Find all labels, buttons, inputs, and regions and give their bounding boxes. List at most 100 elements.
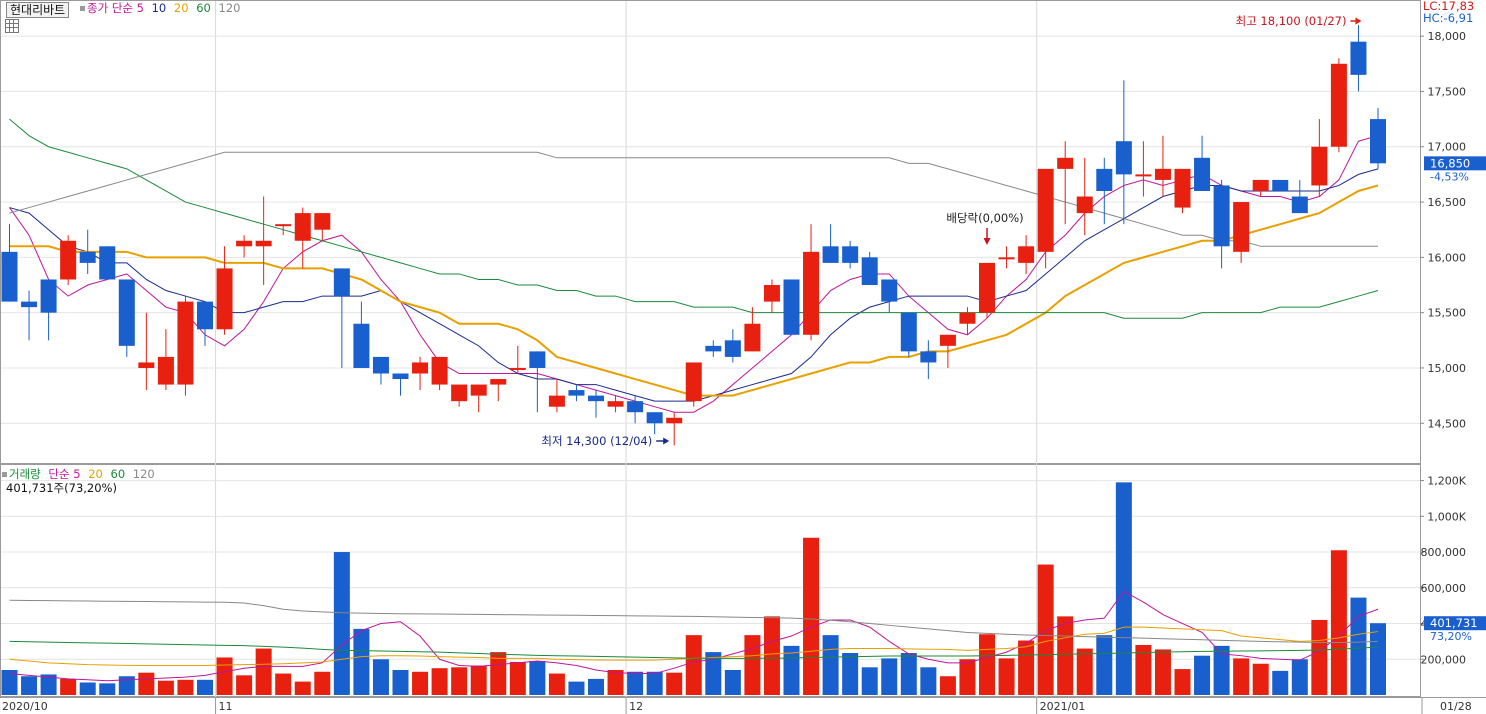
candle-body bbox=[588, 395, 604, 402]
candle-body bbox=[197, 301, 213, 330]
volume-bar bbox=[939, 676, 956, 695]
candle-body bbox=[607, 401, 624, 407]
candle-body bbox=[216, 268, 233, 330]
legend-ma20: 20 bbox=[173, 1, 189, 15]
current-volume-badge bbox=[1424, 616, 1486, 631]
candle-body bbox=[372, 356, 389, 374]
volume-ma-line-120 bbox=[9, 599, 1379, 643]
volume-bar bbox=[1115, 482, 1132, 695]
candle-body bbox=[40, 279, 57, 313]
candle-body bbox=[705, 345, 722, 352]
candle-body bbox=[177, 301, 194, 385]
candle-body bbox=[842, 246, 859, 263]
price-tick-label: 16,500 bbox=[1428, 196, 1467, 209]
candle-body bbox=[490, 379, 507, 385]
volume-bar bbox=[99, 683, 116, 695]
volume-bar bbox=[275, 673, 292, 695]
candle-body bbox=[1096, 168, 1113, 191]
volume-bar bbox=[959, 659, 976, 695]
volume-bar bbox=[1370, 623, 1386, 695]
volume-bar bbox=[744, 635, 761, 695]
candle-body bbox=[979, 262, 995, 313]
x-tick-label: 2021/01 bbox=[1040, 700, 1086, 713]
candle-body bbox=[1194, 157, 1211, 191]
volume-bar bbox=[900, 653, 917, 695]
candle-body bbox=[1272, 179, 1289, 191]
candle-body bbox=[783, 279, 800, 335]
lc-text: LC:17,83 bbox=[1423, 0, 1474, 13]
candle-body bbox=[1115, 141, 1132, 175]
volume-bar bbox=[412, 671, 429, 695]
candle-body bbox=[881, 279, 898, 302]
volume-bar bbox=[529, 661, 546, 695]
volume-bar bbox=[118, 676, 135, 695]
candle-body bbox=[1174, 168, 1191, 208]
volume-bar bbox=[1272, 670, 1289, 695]
legend-vol-ma120: 120 bbox=[132, 467, 155, 481]
volume-bar bbox=[881, 658, 898, 695]
volume-bar bbox=[177, 679, 194, 695]
volume-bar bbox=[1350, 597, 1367, 695]
candle-body bbox=[79, 251, 96, 263]
legend-vol-ma20: 20 bbox=[88, 467, 103, 481]
legend-ma120: 120 bbox=[218, 1, 241, 15]
current-price-label: 16,850 bbox=[1430, 156, 1470, 170]
dividend-arrow-head bbox=[983, 238, 991, 245]
price-ma-line-5 bbox=[9, 135, 1379, 413]
price-tick-label: 15,500 bbox=[1428, 307, 1467, 320]
legend-square-icon bbox=[2, 472, 7, 477]
volume-tick-label: 800,000 bbox=[1421, 546, 1467, 559]
price-ma-line-120 bbox=[9, 151, 1378, 247]
candle-body bbox=[1, 251, 18, 302]
candle-body bbox=[939, 334, 956, 346]
volume-bar bbox=[1018, 640, 1035, 695]
low-arrow-head bbox=[663, 437, 670, 445]
candle-body bbox=[157, 356, 174, 385]
candle-body bbox=[314, 213, 331, 230]
candle-body bbox=[1350, 41, 1367, 75]
candle-body bbox=[1076, 196, 1093, 214]
candle-body bbox=[392, 373, 409, 380]
candle-body bbox=[353, 323, 370, 368]
candle-body bbox=[803, 251, 820, 335]
candle-body bbox=[1291, 196, 1308, 214]
candle-body bbox=[998, 257, 1015, 260]
x-tick-label: 2020/10 bbox=[2, 700, 48, 713]
volume-bar bbox=[763, 616, 780, 695]
volume-bar bbox=[998, 658, 1015, 695]
symbol-label[interactable]: 현대리바트 bbox=[6, 2, 70, 18]
candle-body bbox=[509, 367, 526, 370]
candle-body bbox=[646, 412, 663, 424]
candle-body bbox=[1252, 179, 1269, 191]
grid-table-icon[interactable] bbox=[5, 19, 19, 33]
volume-bar bbox=[1096, 635, 1113, 695]
volume-bar bbox=[314, 671, 331, 695]
candle-body bbox=[1370, 119, 1386, 164]
volume-bar bbox=[216, 657, 233, 695]
volume-bar bbox=[255, 648, 272, 695]
candle-body bbox=[861, 257, 878, 286]
current-volume-label: 401,731 bbox=[1430, 616, 1478, 630]
volume-bar bbox=[490, 652, 507, 695]
volume-bar bbox=[1076, 648, 1093, 695]
volume-bar bbox=[333, 552, 350, 695]
legend-square-icon bbox=[80, 6, 85, 11]
candle-body bbox=[294, 213, 311, 241]
volume-bar bbox=[431, 668, 448, 695]
candle-body bbox=[529, 351, 546, 368]
volume-bar bbox=[1194, 655, 1211, 695]
volume-info: 401,731주(73,20%) bbox=[6, 481, 117, 495]
candle-body bbox=[1311, 146, 1328, 186]
candle-body bbox=[412, 362, 429, 374]
price-ma-legend: 종가 단순 5 10 20 60 120 bbox=[80, 1, 240, 15]
candle-body bbox=[1233, 202, 1250, 252]
candle-body bbox=[470, 384, 487, 396]
candle-body bbox=[763, 285, 780, 302]
volume-tick-label: 1,000K bbox=[1427, 510, 1466, 523]
volume-bar bbox=[1057, 616, 1074, 695]
volume-bar bbox=[979, 634, 995, 695]
candle-body bbox=[627, 401, 644, 413]
candle-body bbox=[255, 240, 272, 247]
current-change-label: -4,53% bbox=[1430, 170, 1469, 183]
